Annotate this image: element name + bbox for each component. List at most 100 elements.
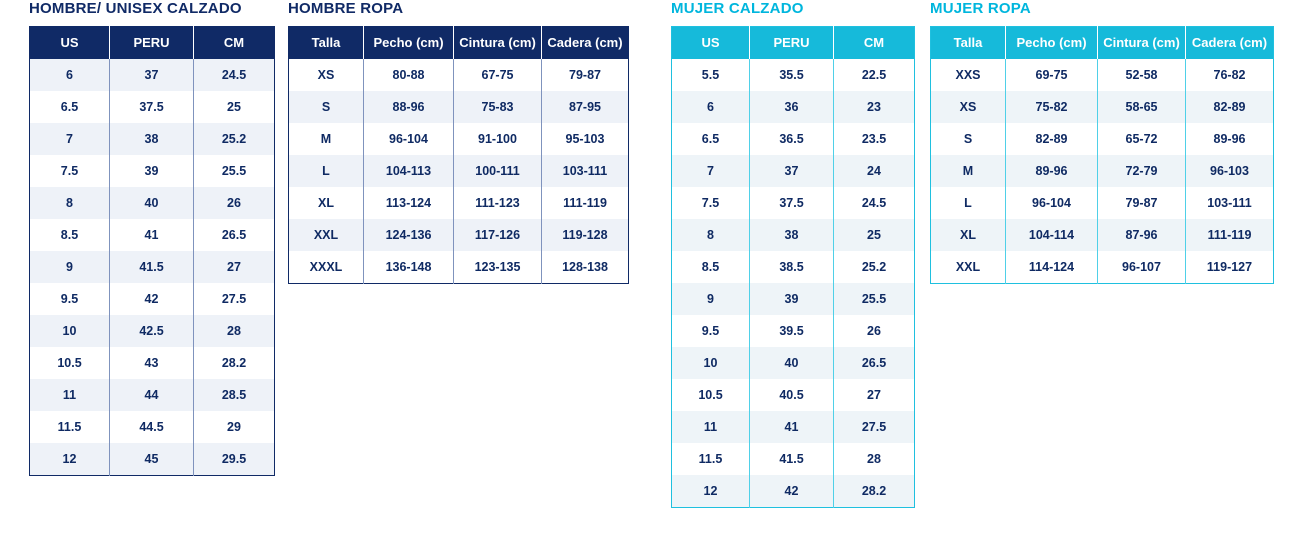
table-cell: 96-104 xyxy=(1005,187,1098,219)
table-cell: 95-103 xyxy=(541,123,629,155)
size-table-hombre-unisex-calzado: US PERU CM 6 37 24.5 6.5 37.5 25 7 38 25.2 7.5 39 25.5… xyxy=(29,26,275,476)
table-row: 11 41 27.5 xyxy=(671,411,915,443)
table-row: 11.5 41.5 28 xyxy=(671,443,915,475)
table-cell: 29.5 xyxy=(193,443,275,476)
table-cell: 119-128 xyxy=(541,219,629,251)
column-header: US xyxy=(671,26,750,59)
size-table-mujer-calzado: US PERU CM 5.5 35.5 22.5 6 36 23 6.5 36.5 23.5 7 37 24… xyxy=(671,26,915,508)
table-cell: L xyxy=(288,155,364,187)
table-cell: 9 xyxy=(29,251,110,283)
table-cell: 79-87 xyxy=(541,59,629,91)
column-header: PERU xyxy=(749,26,834,59)
table-cell: 41 xyxy=(749,411,834,443)
table-cell: 12 xyxy=(29,443,110,476)
size-table-mujer-ropa: Talla Pecho (cm) Cintura (cm) Cadera (cm) XX… xyxy=(930,26,1274,284)
table-row: 12 45 29.5 xyxy=(29,443,275,476)
table-title-hombre-ropa: HOMBRE ROPA xyxy=(288,0,404,17)
table-row: 12 42 28.2 xyxy=(671,475,915,508)
table-cell: 26.5 xyxy=(833,347,915,379)
table-cell: 23 xyxy=(833,91,915,123)
table-cell: 10 xyxy=(29,315,110,347)
table-cell: 25 xyxy=(193,91,275,123)
table-cell: 67-75 xyxy=(453,59,542,91)
size-table-block-mujer-ropa: MUJER ROPA Talla Pecho (cm) Cintura (cm) Cad… xyxy=(930,0,1274,284)
table-row: 7 37 24 xyxy=(671,155,915,187)
size-table-block-mujer-calzado: MUJER CALZADO US PERU CM 5.5 35.5 22.5 6 36 23 6.5… xyxy=(671,0,915,508)
table-cell: 136-148 xyxy=(363,251,454,284)
table-title-mujer-ropa: MUJER ROPA xyxy=(930,0,1031,17)
table-cell: 27 xyxy=(833,379,915,411)
table-cell: 72-79 xyxy=(1097,155,1186,187)
table-cell: 119-127 xyxy=(1185,251,1274,284)
table-row: 7.5 37.5 24.5 xyxy=(671,187,915,219)
table-cell: 80-88 xyxy=(363,59,454,91)
column-header: Cintura (cm) xyxy=(1097,26,1186,59)
table-cell: 6 xyxy=(671,91,750,123)
table-cell: 36 xyxy=(749,91,834,123)
table-cell: XL xyxy=(288,187,364,219)
table-row: 7.5 39 25.5 xyxy=(29,155,275,187)
table-row: 8 38 25 xyxy=(671,219,915,251)
table-cell: 7.5 xyxy=(29,155,110,187)
table-cell: 82-89 xyxy=(1005,123,1098,155)
table-cell: 123-135 xyxy=(453,251,542,284)
table-row: 9 41.5 27 xyxy=(29,251,275,283)
table-cell: 104-113 xyxy=(363,155,454,187)
table-cell: 75-82 xyxy=(1005,91,1098,123)
table-row: XS 75-82 58-65 82-89 xyxy=(930,91,1274,123)
table-cell: 7 xyxy=(29,123,110,155)
column-header: PERU xyxy=(109,26,194,59)
table-header-row: US PERU CM xyxy=(29,26,275,59)
table-cell: 44.5 xyxy=(109,411,194,443)
table-cell: M xyxy=(288,123,364,155)
table-cell: 24 xyxy=(833,155,915,187)
table-cell: 28.2 xyxy=(193,347,275,379)
table-row: XL 104-114 87-96 111-119 xyxy=(930,219,1274,251)
table-cell: XS xyxy=(288,59,364,91)
table-row: M 96-104 91-100 95-103 xyxy=(288,123,629,155)
size-table-block-hombre-ropa: HOMBRE ROPA Talla Pecho (cm) Cintura (cm) Ca… xyxy=(288,0,629,284)
table-cell: 45 xyxy=(109,443,194,476)
table-cell: 42.5 xyxy=(109,315,194,347)
column-header: Cadera (cm) xyxy=(1185,26,1274,59)
table-cell: 8.5 xyxy=(671,251,750,283)
table-row: 8 40 26 xyxy=(29,187,275,219)
table-cell: 65-72 xyxy=(1097,123,1186,155)
table-cell: 40 xyxy=(109,187,194,219)
table-cell: 82-89 xyxy=(1185,91,1274,123)
table-cell: 103-111 xyxy=(1185,187,1274,219)
table-cell: 96-104 xyxy=(363,123,454,155)
table-cell: 25.2 xyxy=(833,251,915,283)
table-cell: 58-65 xyxy=(1097,91,1186,123)
table-header-row: US PERU CM xyxy=(671,26,915,59)
table-cell: 8 xyxy=(671,219,750,251)
table-cell: 89-96 xyxy=(1185,123,1274,155)
table-cell: 124-136 xyxy=(363,219,454,251)
table-row: S 82-89 65-72 89-96 xyxy=(930,123,1274,155)
table-cell: 37.5 xyxy=(109,91,194,123)
table-cell: 37 xyxy=(749,155,834,187)
table-cell: XL xyxy=(930,219,1006,251)
table-cell: 39 xyxy=(109,155,194,187)
table-row: L 96-104 79-87 103-111 xyxy=(930,187,1274,219)
table-cell: 22.5 xyxy=(833,59,915,91)
table-cell: 25.2 xyxy=(193,123,275,155)
table-cell: 89-96 xyxy=(1005,155,1098,187)
table-cell: 11.5 xyxy=(29,411,110,443)
table-cell: 96-107 xyxy=(1097,251,1186,284)
table-row: 10 42.5 28 xyxy=(29,315,275,347)
table-row: 6.5 36.5 23.5 xyxy=(671,123,915,155)
table-cell: S xyxy=(288,91,364,123)
table-cell: 10 xyxy=(671,347,750,379)
table-cell: 79-87 xyxy=(1097,187,1186,219)
column-header: Cadera (cm) xyxy=(541,26,629,59)
table-cell: 76-82 xyxy=(1185,59,1274,91)
table-cell: 11.5 xyxy=(671,443,750,475)
table-cell: 100-111 xyxy=(453,155,542,187)
column-header: US xyxy=(29,26,110,59)
table-cell: 27.5 xyxy=(833,411,915,443)
table-cell: 37.5 xyxy=(749,187,834,219)
table-cell: 40 xyxy=(749,347,834,379)
table-row: M 89-96 72-79 96-103 xyxy=(930,155,1274,187)
